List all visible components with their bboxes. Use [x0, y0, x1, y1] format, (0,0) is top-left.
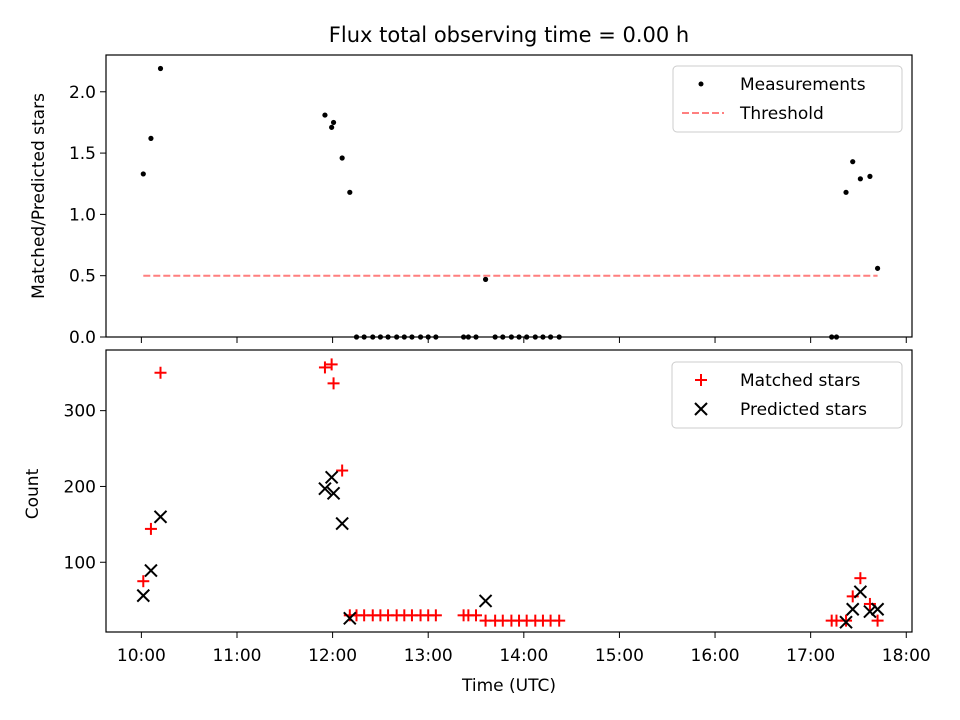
legend-label-measurements: Measurements — [740, 75, 866, 95]
matched-stars-point — [137, 575, 150, 588]
legend-marker-matched — [695, 374, 707, 386]
x-tick-label: 11:00 — [212, 646, 261, 666]
x-tick-label: 15:00 — [595, 646, 644, 666]
y-tick-label: 300 — [64, 402, 96, 422]
bottom-legend: Matched stars Predicted stars — [671, 361, 903, 429]
predicted-stars-point — [870, 602, 885, 616]
y-tick-label: 200 — [64, 477, 96, 497]
measurements-point — [339, 155, 345, 161]
legend-marker-predicted — [694, 402, 708, 416]
y-tick-label: 1.0 — [69, 205, 96, 225]
measurements-point — [843, 189, 849, 195]
top-legend-box — [672, 65, 903, 133]
predicted-stars-point — [318, 482, 332, 496]
measurements-point — [140, 171, 146, 177]
bottom-axes-frame — [105, 349, 913, 633]
measurements-point — [330, 119, 337, 126]
matched-stars-point — [553, 614, 566, 627]
y-tick-label: 0.5 — [69, 267, 96, 287]
predicted-stars-point — [478, 594, 493, 608]
matched-stars-point — [144, 522, 157, 535]
matched-stars-point — [863, 597, 876, 610]
x-tick-label: 10:00 — [117, 646, 166, 666]
x-tick-label: 12:00 — [308, 646, 357, 666]
measurements-point — [329, 124, 335, 130]
predicted-stars-point — [335, 516, 349, 531]
x-tick-label: 13:00 — [404, 646, 453, 666]
matched-stars-point — [327, 377, 340, 390]
measurements-point — [874, 265, 881, 271]
predicted-stars-point — [153, 510, 168, 524]
x-tick-label: 17:00 — [786, 646, 835, 666]
matched-stars-point — [429, 609, 442, 622]
predicted-stars-point — [343, 611, 357, 626]
top-legend: Measurements Threshold — [672, 65, 903, 133]
matched-stars-point — [840, 614, 853, 627]
matched-stars-point — [318, 361, 331, 374]
predicted-stars-point — [324, 470, 339, 485]
legend-marker-measurements — [698, 81, 704, 87]
y-tick-label: 2.0 — [69, 83, 96, 103]
predicted-stars-point — [144, 563, 158, 578]
y-tick-label: 100 — [64, 553, 96, 573]
measurements-point — [148, 135, 154, 141]
predicted-stars-point — [863, 604, 877, 619]
predicted-stars-point — [853, 585, 868, 599]
matched-stars-point — [336, 464, 349, 477]
matched-stars-point — [154, 366, 167, 379]
x-tick-label: 14:00 — [499, 646, 548, 666]
measurements-point — [322, 112, 328, 118]
matched-stars-point — [871, 614, 884, 627]
measurements-point — [482, 276, 489, 282]
bottom-panel: 100 200 300 10:00 11:00 12:00 13:00 14:00 15:00… — [23, 349, 931, 696]
legend-label-threshold: Threshold — [739, 104, 824, 124]
measurements-point — [850, 159, 856, 165]
predicted-stars-point — [839, 615, 853, 629]
bottom-legend-box — [671, 361, 903, 429]
y-tick-label: 1.5 — [69, 144, 96, 164]
top-y-axis-label: Matched/Predicted stars — [29, 93, 49, 299]
x-tick-label: 16:00 — [691, 646, 740, 666]
predicted-stars-point — [136, 588, 150, 603]
measurements-point — [347, 189, 353, 195]
chart-title: Flux total observing time = 0.00 h — [329, 23, 689, 47]
matched-stars-point — [854, 572, 867, 585]
legend-label-predicted: Predicted stars — [740, 400, 867, 420]
x-tick-label: 18:00 — [882, 646, 931, 666]
top-panel: 0.00.51.01.52.0 Matched/Predicted stars … — [29, 54, 913, 348]
legend-label-matched: Matched stars — [740, 371, 860, 391]
matched-stars-point — [470, 609, 483, 622]
bottom-y-axis-label: Count — [23, 468, 43, 519]
measurements-point — [857, 176, 863, 182]
measurements-point — [867, 173, 873, 179]
top-axes-frame — [105, 54, 913, 338]
x-axis-label: Time (UTC) — [461, 676, 556, 696]
measurements-point — [157, 65, 164, 72]
predicted-stars-point — [326, 486, 341, 500]
y-tick-label: 0.0 — [69, 328, 96, 348]
matched-stars-point — [325, 358, 338, 371]
predicted-stars-point — [846, 602, 860, 616]
